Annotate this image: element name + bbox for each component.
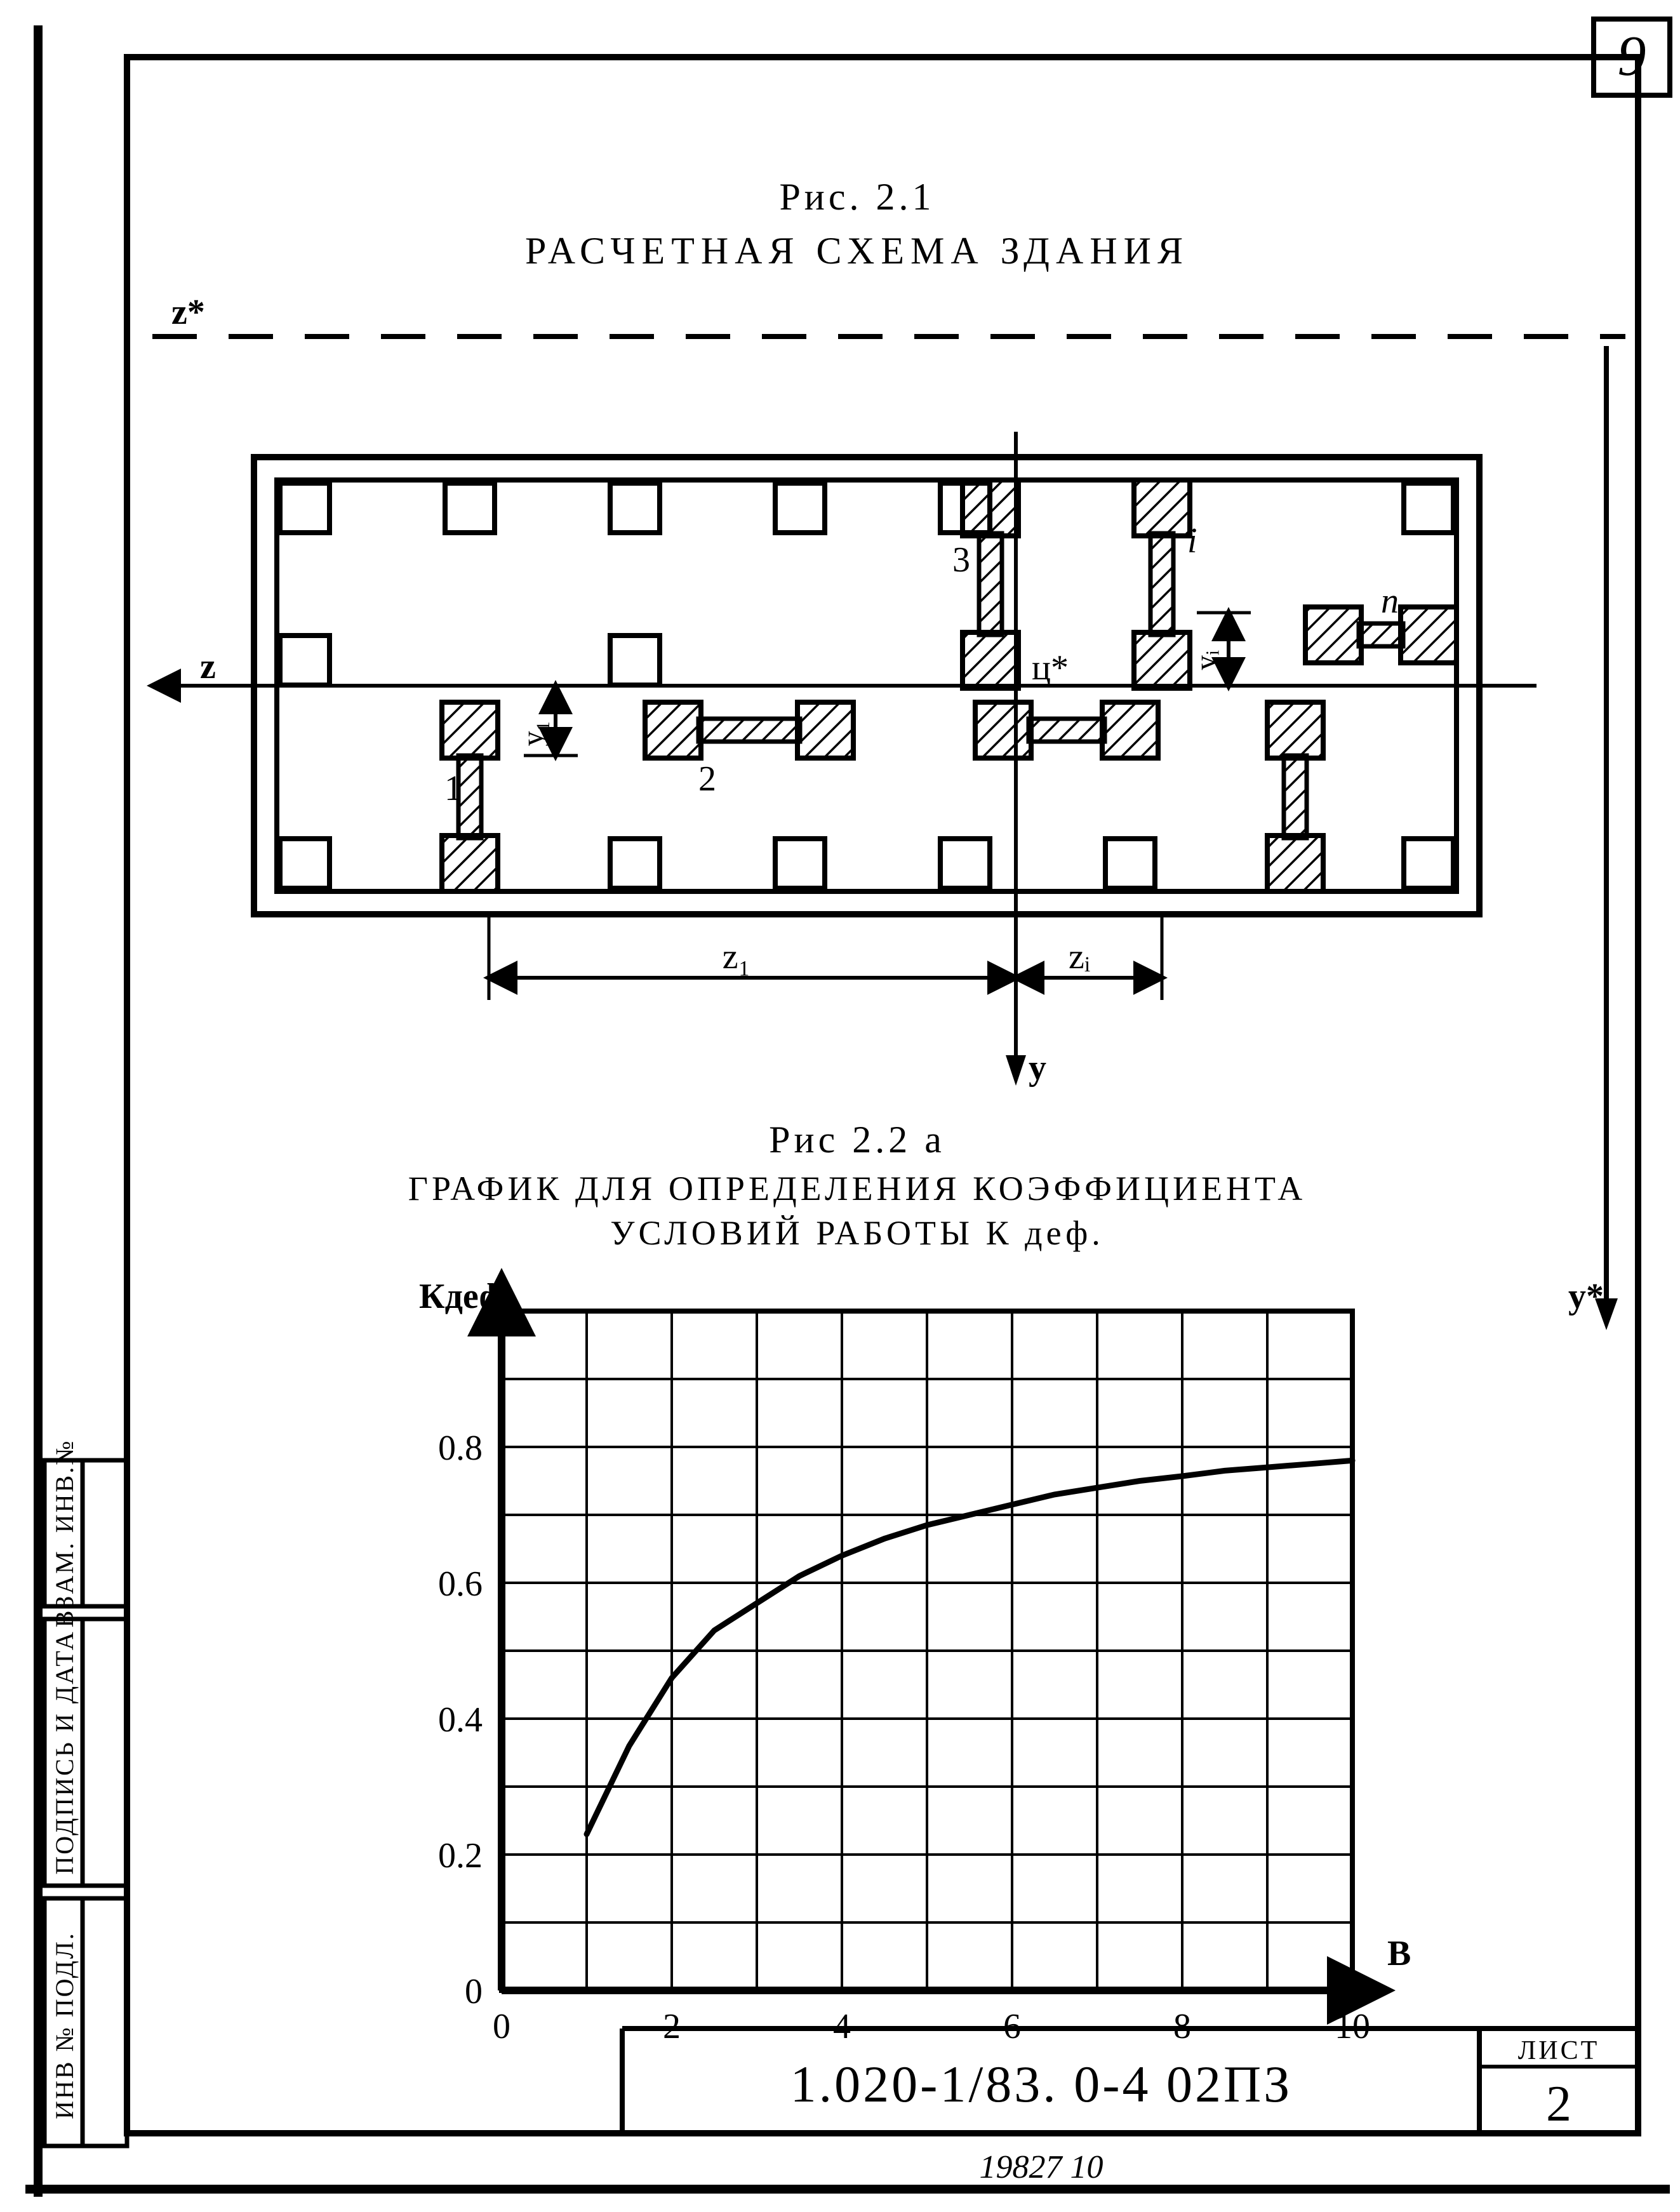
title-block: 1.020-1/83. 0-4 02ПЗ ЛИСТ 2 19827 10 [622,2029,1638,2185]
sheet-number: 2 [1546,2076,1571,2132]
dim-yi: yᵢ [1189,613,1251,686]
svg-text:0.4: 0.4 [438,1700,483,1740]
doc-number: 1.020-1/83. 0-4 02ПЗ [790,2055,1293,2113]
y-axis-label: Кдеф [419,1277,503,1316]
elem-label-3: 3 [952,540,970,580]
drawing-sheet: 9 Рис. 2.1 РАСЧЕТНАЯ СХЕМА ЗДАНИЯ z* y* … [0,0,1680,2212]
elem-label-2: 2 [698,759,716,799]
label-y: y [1029,1048,1046,1088]
sidebar-col3: ВЗАМ. ИНВ.№ [50,1439,79,1628]
sidebar-col1: ИНВ № ПОДЛ. [50,1931,79,2119]
sidebar: ИНВ № ПОДЛ. ПОДПИСЬ И ДАТА ВЗАМ. ИНВ.№ [44,1439,127,2146]
x-axis-label: В [1387,1934,1411,1973]
svg-text:0.6: 0.6 [438,1564,483,1604]
fig2-caption-3: УСЛОВИЙ РАБОТЫ К деф. [610,1214,1103,1252]
svg-text:0.2: 0.2 [438,1836,483,1876]
svg-text:0.8: 0.8 [438,1429,483,1468]
label-y-star: y* [1568,1277,1604,1316]
fig1-caption-2: РАСЧЕТНАЯ СХЕМА ЗДАНИЯ [525,230,1189,272]
sheet-label: ЛИСТ [1518,2036,1600,2065]
footer-text: 19827 10 [980,2149,1103,2185]
elem-label-1: 1 [444,769,462,808]
page: 9 Рис. 2.1 РАСЧЕТНАЯ СХЕМА ЗДАНИЯ z* y* … [0,0,1680,2212]
chart-curve [587,1460,1352,1834]
svg-text:0: 0 [493,2007,510,2046]
chart-y-ticks: 0 0.2 0.4 0.6 0.8 [438,1429,483,2011]
fig1-caption-1: Рис. 2.1 [779,176,935,218]
frame [127,57,1638,2133]
sidebar-col2: ПОДПИСЬ И ДАТА [50,1630,79,1874]
dim-z1-label: z₁ [723,937,750,976]
figure-2: Рис 2.2 а ГРАФИК ДЛЯ ОПРЕДЕЛЕНИЯ КОЭФФИЦ… [408,1119,1411,2046]
elem-label-n: n [1381,582,1399,621]
dim-z1: z₁ [489,917,1016,1000]
dim-yi-label: yᵢ [1189,650,1223,670]
dim-zi: zᵢ [1016,917,1162,1000]
label-z-star: z* [171,293,205,332]
dim-y1: y₁ [516,686,578,756]
chart-grid [502,1311,1352,1990]
fig2-caption-1: Рис 2.2 а [769,1119,945,1161]
dim-zi-label: zᵢ [1069,937,1090,976]
fig2-caption-2: ГРАФИК ДЛЯ ОПРЕДЕЛЕНИЯ КОЭФФИЦИЕНТА [408,1169,1307,1208]
label-z: z [200,647,216,686]
elem-label-i: i [1187,521,1197,561]
svg-text:0: 0 [465,1972,483,2011]
label-center: ц* [1032,648,1069,688]
dim-y1-label: y₁ [516,721,550,747]
